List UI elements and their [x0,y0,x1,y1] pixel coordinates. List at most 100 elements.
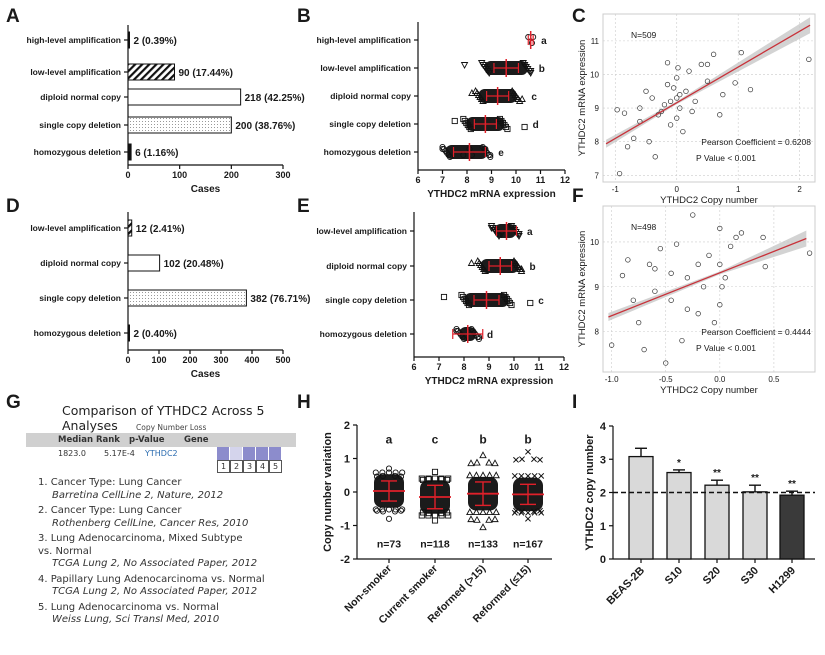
x-tick-label: 8 [461,362,466,372]
x-tick-label: 10 [509,362,519,372]
cross-stroke [511,472,518,479]
group-letter: b [479,432,486,446]
data-point [397,473,405,480]
data-point [515,231,523,238]
group-letter: b [530,262,536,273]
heatmap-cell[interactable] [256,447,268,460]
bar-data-label: 6 (1.16%) [135,148,178,159]
data-point [614,107,620,113]
group-letter: d [533,120,539,131]
cross-stroke [525,472,531,479]
y-tick-label: 0 [600,554,606,566]
data-point [445,475,452,482]
data-point [507,225,516,232]
data-point [652,288,658,294]
bar-data-label: 382 (76.71%) [250,294,310,305]
data-point [733,234,739,241]
panel-label-a: A [6,6,20,27]
data-point [538,509,545,516]
x-tick-label: 200 [224,170,239,180]
x-tick-label: -0.5 [659,375,673,384]
data-point [636,319,642,326]
data-point [467,259,476,266]
data-point [664,60,671,66]
group-letter: c [531,92,537,103]
data-point [686,68,692,74]
data-point [491,459,499,467]
bar-s20 [704,484,730,560]
data-point [431,468,439,475]
bar-s30 [742,491,768,560]
panel-label-e: E [297,196,310,217]
category-label: high-level amplification [27,35,121,45]
data-point [481,267,490,274]
analysis-title: 2. Cancer Type: Lung Cancer [38,505,182,516]
data-point [466,471,474,479]
heatmap-cell[interactable] [243,447,255,460]
confidence-band [608,230,807,322]
data-point [671,85,677,91]
data-point [472,508,481,516]
significance-marker: ** [751,473,759,484]
data-point [399,506,406,513]
n-label: n=133 [468,538,498,550]
data-point [806,56,812,63]
data-point [519,60,527,67]
gene-link[interactable]: YTHDC2 [145,449,178,458]
data-point [667,122,674,128]
data-point [439,145,446,153]
data-point [507,223,516,230]
data-point [760,234,766,241]
data-point [806,250,813,256]
analysis-item: 5. Lung Adenocarcinoma vs. Normal Weiss L… [38,602,265,627]
x-tick-label: 6 [415,175,420,185]
data-point [511,472,518,479]
data-point [496,115,503,123]
data-point [690,212,696,218]
heatmap-cell[interactable] [269,447,281,460]
data-point [527,299,534,307]
data-point [700,284,707,290]
x-tick-label: 7 [440,175,445,185]
data-point [517,265,526,272]
data-point [472,471,481,479]
p-value-annotation: P Value < 0.001 [696,343,756,353]
data-point [479,471,487,479]
data-point [668,297,674,303]
bar-a [127,31,130,49]
heatmap-cell[interactable] [230,447,242,460]
x-tick-label: 1 [736,185,741,194]
y-tick-label: 9 [595,104,600,113]
data-point [391,472,399,479]
n-label: n=167 [513,538,543,550]
data-point [619,272,626,279]
category-label: S30 [739,565,761,587]
analysis-source: TCGA Lung 2, No Associated Paper, 2012 [52,586,258,597]
x-tick-label: 0 [125,355,130,365]
analysis-item: 4. Papillary Lung Adenocarcinoma vs. Nor… [38,574,265,599]
analysis-list: 1. Cancer Type: Lung Cancer Barretina Cel… [38,477,265,630]
y-axis-title: YTHDC2 mRNA expression [577,231,588,348]
data-point [446,153,454,161]
data-point [525,509,531,516]
bar-data-label: 90 (17.44%) [179,68,233,79]
bar-d [127,289,247,307]
y-tick-label: 1 [600,521,606,533]
y-tick-label: 1 [344,454,350,466]
data-point [392,469,399,476]
analysis-source: Weiss Lung, Sci Transl Med, 2010 [52,614,220,625]
data-point [460,62,469,69]
x-tick-label: 400 [244,355,259,365]
data-point [704,78,711,84]
data-point [467,459,475,467]
data-point [385,465,393,472]
data-point [491,515,499,523]
data-point [425,512,432,519]
y-tick-label: 2 [344,420,350,432]
analysis-item: 3. Lung Adenocarcinoma, Mixed Subtype vs… [38,533,265,571]
data-point [674,115,680,121]
data-point [518,95,526,102]
heatmap-cell[interactable] [217,447,229,460]
y-axis-title: Copy number variation [322,432,334,552]
data-point [652,266,658,272]
